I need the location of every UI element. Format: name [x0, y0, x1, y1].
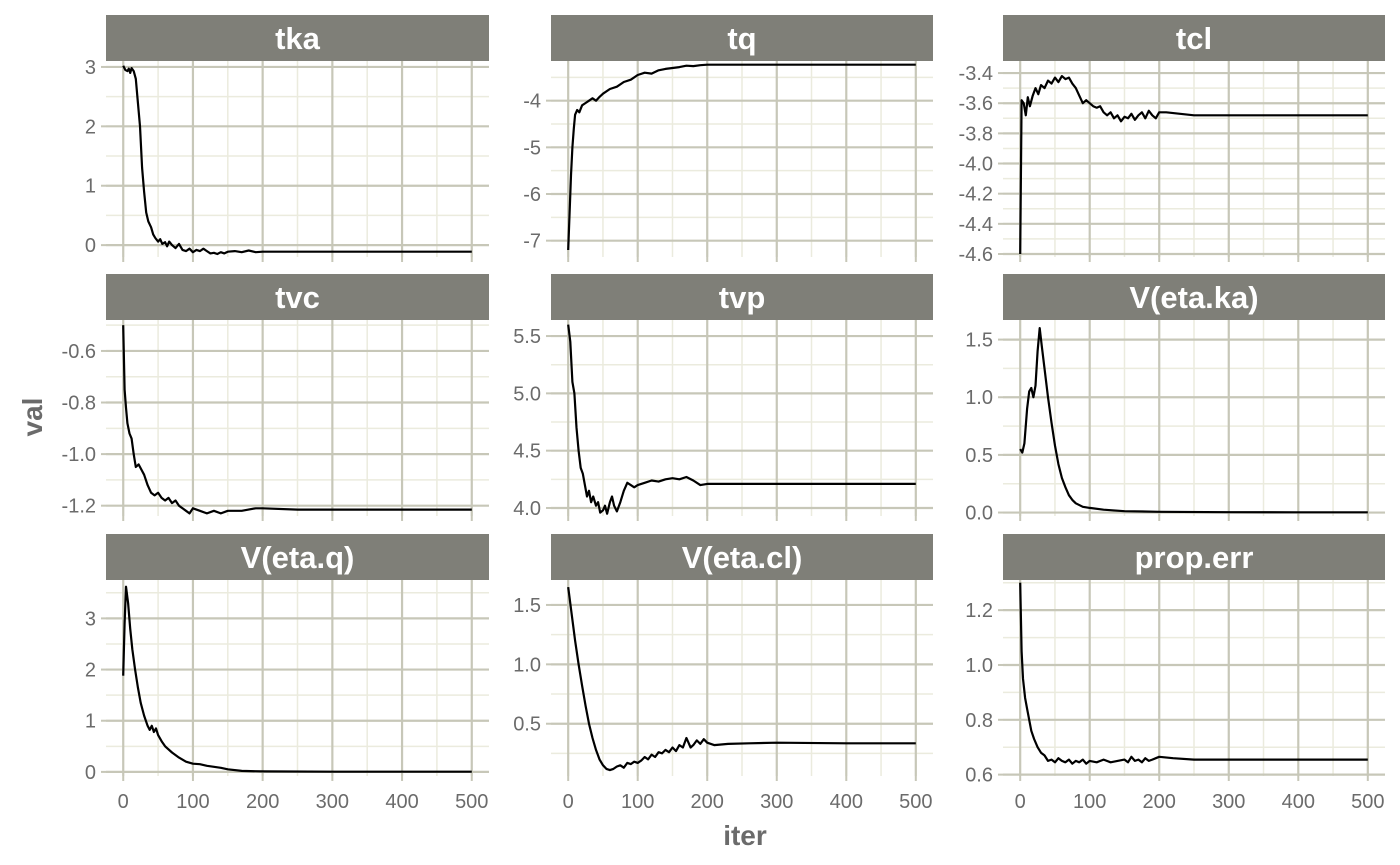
facet-strip-label: tka	[275, 21, 321, 56]
facet-panels: tka 0 1 2 3 tq -7 -6 -5 -4 tcl -4.6 -4.4 -4.2 -4.0 -3.8…	[62, 15, 1385, 813]
facet-panel: tvc -1.2 -1.0 -0.8 -0.6	[62, 274, 489, 521]
y-tick-label: 1	[85, 711, 96, 733]
y-tick-label: 1.2	[965, 600, 993, 622]
y-tick-label: 4.5	[513, 441, 541, 463]
y-tick-label: 1.0	[513, 654, 541, 676]
y-axis-title: val	[17, 398, 48, 437]
y-tick-label: -3.4	[959, 63, 993, 85]
facet-strip	[106, 274, 489, 320]
facet-strip	[1003, 15, 1385, 61]
facet-panel: V(eta.ka) 0.0 0.5 1.0 1.5	[965, 274, 1385, 525]
facet-panel: prop.err 0 100 200 300 400 500 0.6 0.8 1.0 1.2	[965, 534, 1385, 813]
series-line	[1019, 75, 1368, 255]
facet-strip	[551, 15, 933, 61]
facet-panel: tq -7 -6 -5 -4	[523, 15, 933, 262]
y-tick-label: -4.2	[959, 184, 993, 206]
x-tick-label: 200	[246, 791, 279, 813]
facet-strip	[551, 274, 933, 320]
series-line	[122, 65, 472, 256]
y-tick-label: 0.6	[965, 765, 993, 787]
y-tick-label: 0.0	[965, 503, 993, 525]
x-tick-label: 200	[1143, 791, 1176, 813]
y-tick-label: 0.8	[965, 710, 993, 732]
y-tick-label: -5	[523, 137, 541, 159]
facet-strip-label: V(eta.q)	[241, 540, 355, 575]
y-tick-label: -4	[523, 91, 541, 113]
y-tick-label: -3.8	[959, 123, 993, 145]
series-line	[1019, 327, 1368, 514]
facet-strip-label: tcl	[1176, 21, 1212, 56]
y-tick-label: -1.2	[62, 496, 96, 518]
y-tick-label: -1.0	[62, 444, 96, 466]
facet-strip	[1003, 534, 1385, 580]
facet-strip	[551, 534, 933, 580]
y-tick-label: 1.5	[513, 595, 541, 617]
y-tick-label: -7	[523, 231, 541, 253]
series-line	[1019, 582, 1368, 765]
x-tick-label: 500	[899, 791, 932, 813]
series-line	[567, 63, 916, 251]
y-tick-label: -4.0	[959, 154, 993, 176]
series-line	[122, 585, 472, 773]
facet-strip-label: prop.err	[1135, 540, 1254, 575]
series-line	[567, 324, 916, 515]
x-tick-label: 300	[1212, 791, 1245, 813]
y-tick-label: 1	[85, 176, 96, 198]
facet-strip	[106, 534, 489, 580]
facet-strip-label: V(eta.cl)	[682, 540, 803, 575]
x-tick-label: 500	[1351, 791, 1384, 813]
y-tick-label: 3	[85, 57, 96, 79]
x-tick-label: 0	[1015, 791, 1026, 813]
y-tick-label: 1.0	[965, 387, 993, 409]
series-line	[567, 586, 916, 772]
y-tick-label: 1.5	[965, 330, 993, 352]
y-tick-label: -4.6	[959, 244, 993, 266]
facet-panel: tka 0 1 2 3	[85, 15, 489, 262]
y-tick-label: -0.6	[62, 341, 96, 363]
x-tick-label: 400	[1282, 791, 1315, 813]
facet-strip-label: tvc	[275, 280, 320, 315]
facet-panel: tcl -4.6 -4.4 -4.2 -4.0 -3.8 -3.6 -3.4	[959, 15, 1385, 266]
y-tick-label: 3	[85, 608, 96, 630]
x-tick-label: 300	[760, 791, 793, 813]
x-tick-label: 500	[455, 791, 488, 813]
x-tick-label: 300	[316, 791, 349, 813]
y-tick-label: -3.6	[959, 93, 993, 115]
y-tick-label: 5.5	[513, 326, 541, 348]
y-tick-label: 0.5	[965, 445, 993, 467]
y-tick-label: 5.0	[513, 383, 541, 405]
y-tick-label: 1.0	[965, 655, 993, 677]
y-tick-label: 0	[85, 762, 96, 784]
facet-panel: V(eta.cl) 0 100 200 300 400 500 0.5 1.0 1.5	[513, 534, 933, 813]
y-tick-label: -0.8	[62, 393, 96, 415]
y-tick-label: 0.5	[513, 714, 541, 736]
y-tick-label: -6	[523, 184, 541, 206]
x-tick-label: 0	[563, 791, 574, 813]
y-tick-label: -4.4	[959, 214, 993, 236]
y-tick-label: 0	[85, 235, 96, 257]
facet-panel: tvp 4.0 4.5 5.0 5.5	[513, 274, 933, 521]
y-tick-label: 2	[85, 116, 96, 138]
x-tick-label: 200	[691, 791, 724, 813]
x-tick-label: 400	[385, 791, 418, 813]
y-tick-label: 2	[85, 660, 96, 682]
facet-strip-label: V(eta.ka)	[1129, 280, 1258, 315]
facet-strip	[1003, 274, 1385, 320]
facet-panel: V(eta.q) 0 100 200 300 400 500 0 1 2 3	[85, 534, 489, 813]
x-tick-label: 400	[830, 791, 863, 813]
x-tick-label: 100	[621, 791, 654, 813]
x-tick-label: 0	[118, 791, 129, 813]
x-tick-label: 100	[176, 791, 209, 813]
facet-strip-label: tvp	[719, 280, 766, 315]
series-line	[122, 325, 472, 515]
facet-strip	[106, 15, 489, 61]
x-tick-label: 100	[1073, 791, 1106, 813]
y-tick-label: 4.0	[513, 498, 541, 520]
facet-strip-label: tq	[727, 21, 756, 56]
x-axis-title: iter	[723, 820, 767, 851]
